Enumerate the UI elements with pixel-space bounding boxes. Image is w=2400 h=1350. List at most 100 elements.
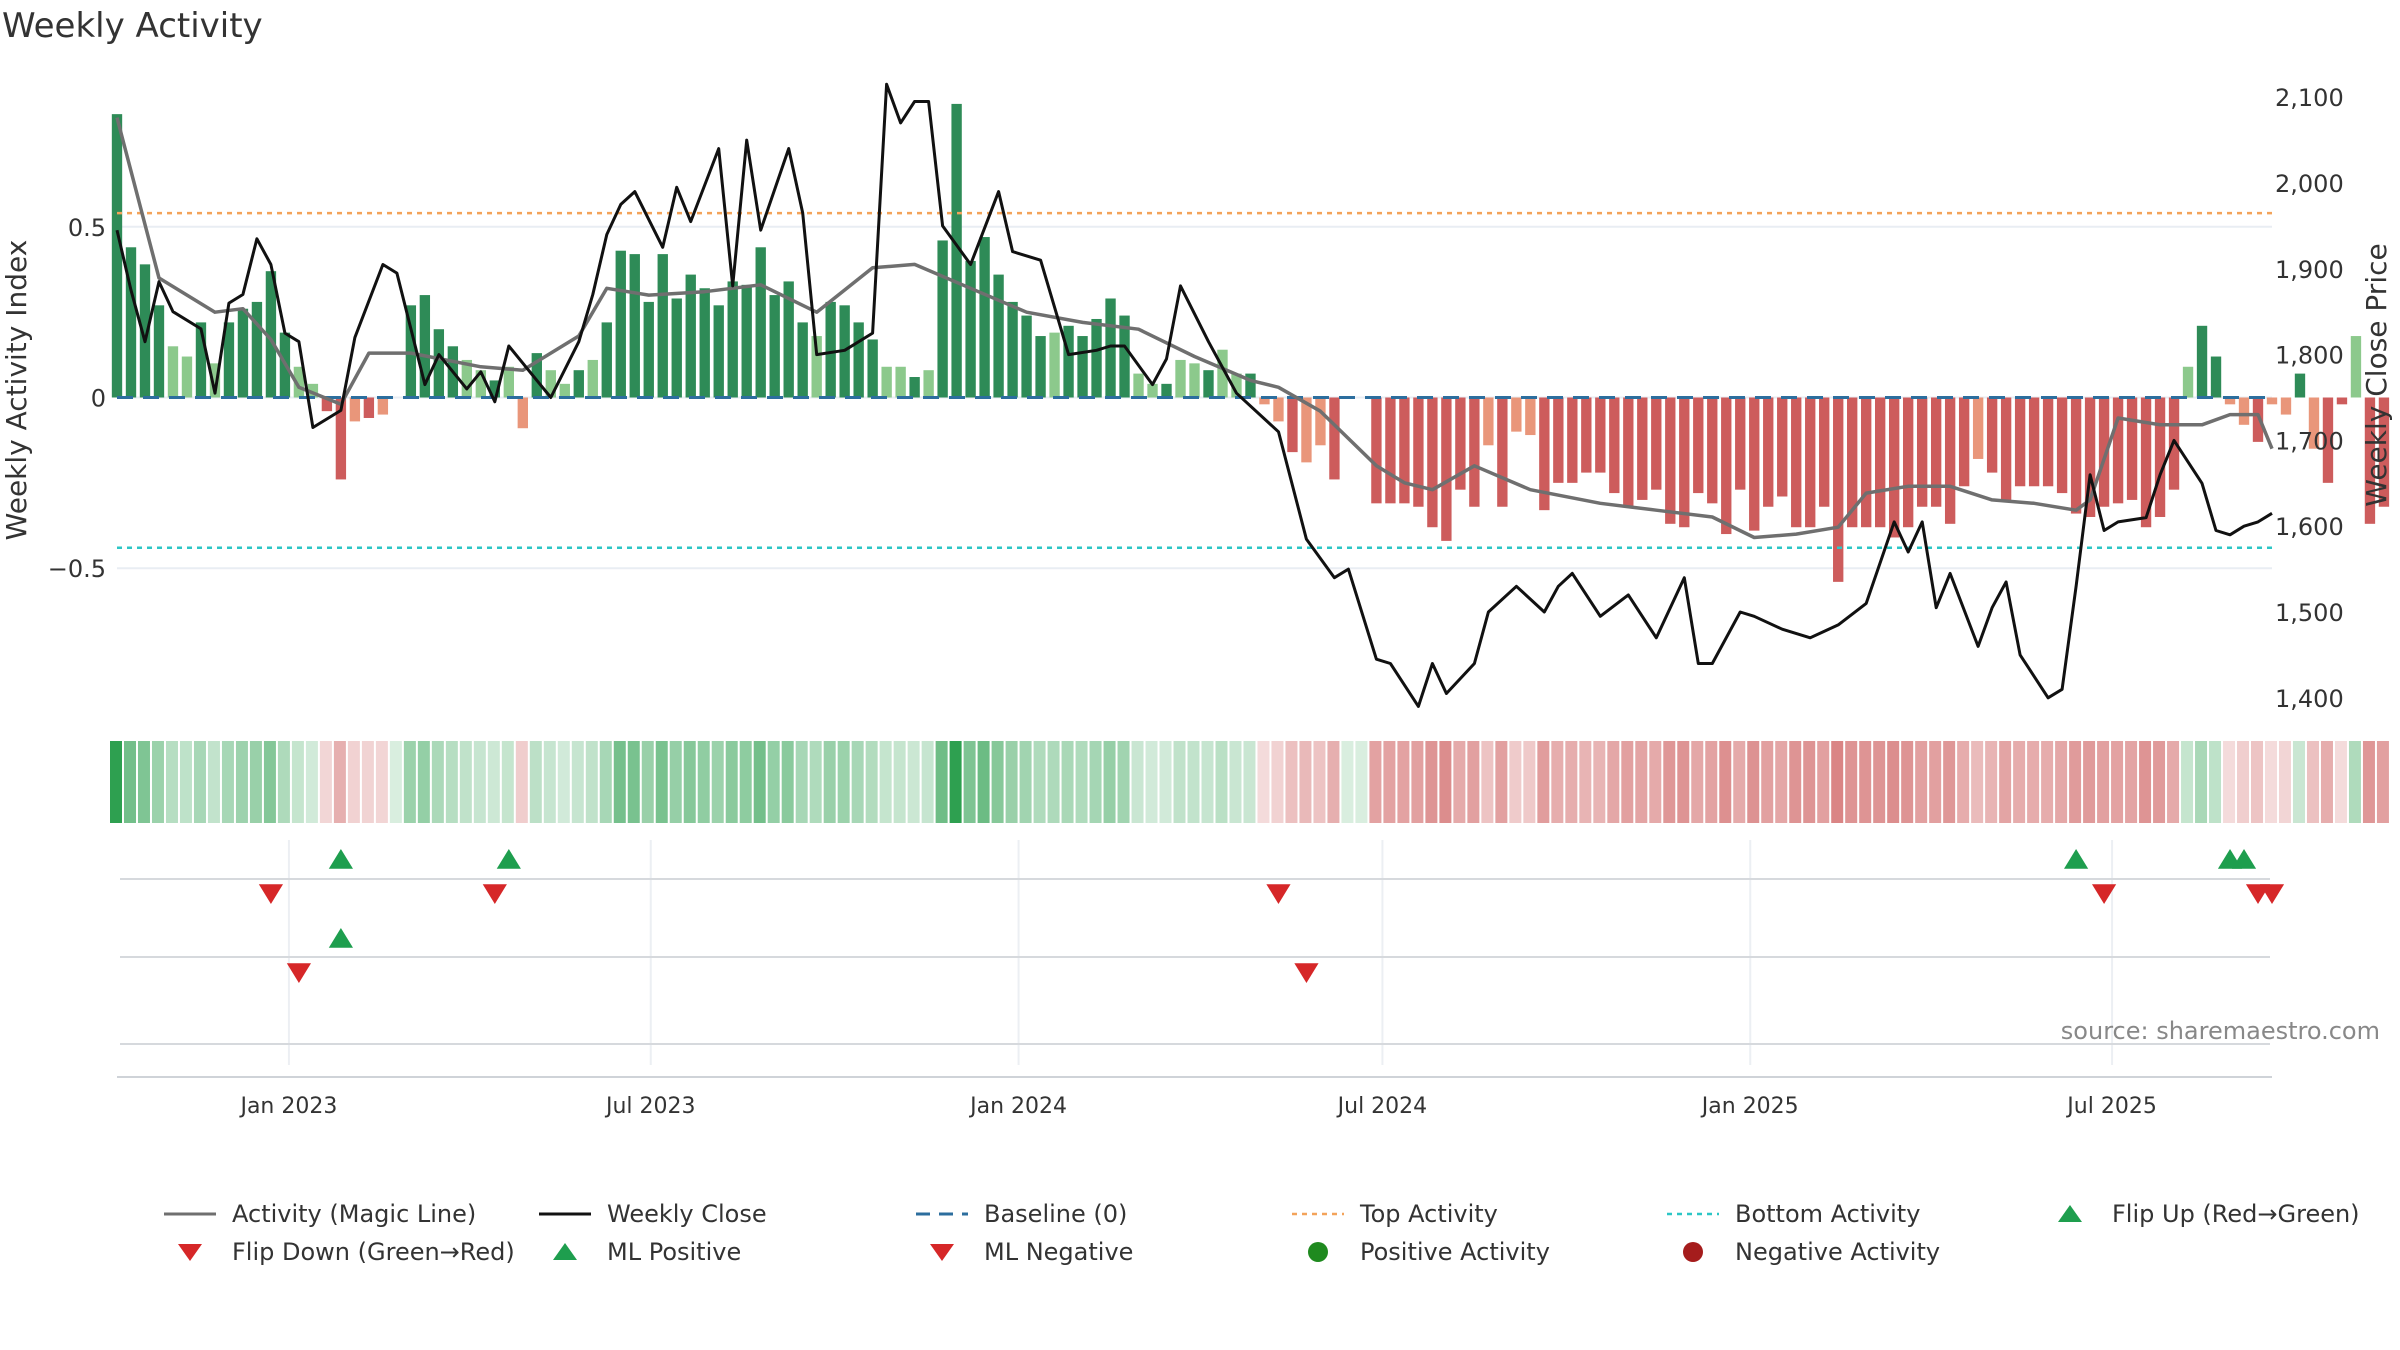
heat-cell [571, 741, 584, 823]
activity-bar [1721, 397, 1732, 535]
heat-cell [753, 741, 766, 823]
activity-bar [2336, 397, 2348, 405]
heat-cell [1957, 741, 1970, 823]
legend-item: Positive Activity [1288, 1238, 1550, 1266]
heat-cell [1775, 741, 1788, 823]
heat-cell [1985, 741, 1998, 823]
heat-cell [1103, 741, 1116, 823]
heat-cell [1201, 741, 1214, 823]
heat-cell [725, 741, 738, 823]
y-tick-label: 0.5 [68, 214, 106, 242]
activity-bar [251, 301, 263, 398]
activity-bar [489, 380, 501, 398]
flip-down-marker [2091, 884, 2117, 904]
heat-cell [277, 741, 290, 823]
activity-bar [1371, 397, 1382, 504]
activity-bar [1301, 397, 1312, 463]
heat-cell [361, 741, 374, 823]
activity-bar [1287, 397, 1298, 453]
legend-label: ML Positive [607, 1238, 742, 1266]
activity-bar [2070, 397, 2082, 514]
heat-cell [1551, 741, 1564, 823]
legend-item: Flip Down (Green→Red) [160, 1238, 515, 1266]
heat-cell [151, 741, 164, 823]
ml-negative-marker [1294, 963, 1319, 983]
heat-cell [1663, 741, 1676, 823]
solid-grey-line-icon [160, 1202, 220, 1226]
heat-cell [1523, 741, 1536, 823]
activity-bar [1651, 397, 1662, 490]
heat-cell [1257, 741, 1270, 823]
activity-bar [237, 308, 249, 398]
heat-cell [767, 741, 780, 823]
heat-cell [795, 741, 808, 823]
legend-item: Weekly Close [535, 1200, 767, 1228]
activity-bar [1847, 397, 1858, 528]
activity-bar [1315, 397, 1326, 446]
dark-red-dot-icon [1663, 1240, 1723, 1264]
heat-cell [165, 741, 178, 823]
heat-cell [627, 741, 640, 823]
axes: 0.5 0 −0.5 1,400 1,500 1,600 1,700 1,800 1,900 2,… [48, 84, 2344, 1119]
activity-bar [2126, 397, 2138, 500]
y2-tick-label: 1,400 [2275, 685, 2344, 713]
y2-axis-label: Weekly Close Price [2360, 243, 2393, 506]
activity-bar [909, 377, 920, 398]
heat-cell [1327, 741, 1340, 823]
x-tick-label: Jul 2025 [2065, 1094, 2157, 1119]
activity-bar [1413, 397, 1424, 507]
heat-cell [2195, 741, 2208, 823]
heat-cell [1229, 741, 1242, 823]
activity-bar [335, 397, 347, 480]
legend-item: Top Activity [1288, 1200, 1498, 1228]
y2-tick-label: 1,800 [2275, 342, 2344, 370]
heat-cell [1537, 741, 1550, 823]
activity-bar [1944, 397, 1956, 524]
heat-cell [2209, 741, 2222, 823]
green-dot-icon [1288, 1240, 1348, 1264]
activity-bar [2280, 397, 2292, 415]
heat-cell [837, 741, 850, 823]
legend-label: ML Negative [984, 1238, 1134, 1266]
y-tick-label: −0.5 [48, 555, 106, 583]
legend-label: Top Activity [1360, 1200, 1498, 1228]
activity-bar [1385, 397, 1396, 504]
legend: Activity (Magic Line) Weekly Close Baselin… [160, 1200, 2400, 1290]
activity-bar [1707, 397, 1718, 504]
activity-bar [461, 359, 473, 398]
y-tick-label: 0 [91, 385, 106, 413]
heat-cell [1607, 741, 1620, 823]
flip-up-marker [2063, 849, 2089, 869]
green-triangle-up-icon [535, 1240, 595, 1264]
heat-cell [1355, 741, 1368, 823]
heat-cell [809, 741, 822, 823]
heat-cell [1271, 741, 1284, 823]
activity-bar [2294, 373, 2306, 398]
heat-cell [1621, 741, 1634, 823]
activity-bar [377, 397, 389, 415]
activity-bar [1958, 397, 1970, 487]
activity-bar [181, 356, 193, 398]
heat-cell [1579, 741, 1592, 823]
heat-cell [1047, 741, 1060, 823]
heat-cell [2069, 741, 2082, 823]
heat-cell [2376, 741, 2389, 823]
activity-bar [2364, 397, 2376, 524]
heat-cell [319, 741, 332, 823]
x-tick-label: Jul 2023 [604, 1094, 696, 1119]
activity-bar [2140, 397, 2152, 528]
heat-cell [123, 741, 136, 823]
heat-cell [1089, 741, 1102, 823]
activity-bar [951, 103, 962, 398]
heat-cell [1593, 741, 1606, 823]
legend-item: Bottom Activity [1663, 1200, 1920, 1228]
heat-cell [1397, 741, 1410, 823]
activity-bar [923, 370, 934, 398]
activity-bar [1930, 397, 1942, 507]
heat-cell [1859, 741, 1872, 823]
activity-bar [1819, 397, 1830, 507]
activity-bar [531, 353, 542, 398]
activity-bar [1077, 336, 1088, 398]
heat-cell [1677, 741, 1690, 823]
heat-cell [417, 741, 430, 823]
